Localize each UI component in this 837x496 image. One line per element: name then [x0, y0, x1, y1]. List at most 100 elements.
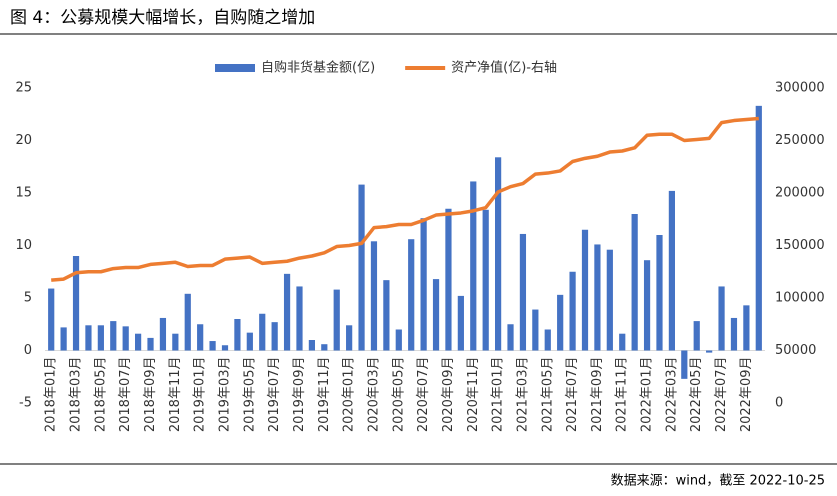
- x-tick-label: 2021年09月: [590, 357, 605, 433]
- y2-tick-label: 250000: [775, 133, 825, 148]
- bar: [333, 289, 340, 351]
- x-tick-label: 2020年01月: [342, 357, 357, 433]
- bar: [271, 322, 278, 351]
- y2-tick-label: 100000: [775, 291, 825, 306]
- x-tick-label: 2019年11月: [317, 357, 332, 433]
- bar: [730, 317, 738, 351]
- bar: [283, 273, 291, 351]
- bar: [594, 244, 601, 351]
- x-tick-label: 2022年03月: [664, 357, 679, 433]
- bar: [221, 345, 229, 351]
- x-tick-label: 2018年01月: [44, 357, 59, 433]
- y-tick-label: 15: [15, 186, 32, 201]
- bar: [643, 260, 651, 351]
- bar: [631, 214, 638, 351]
- x-tick-label: 2020年09月: [441, 356, 456, 432]
- bar: [656, 235, 663, 351]
- x-tick-label: 2020年05月: [391, 357, 406, 433]
- bar: [135, 333, 142, 351]
- x-tick-label: 2020年11月: [466, 357, 481, 433]
- bar: [48, 288, 55, 351]
- bar: [184, 293, 191, 351]
- bar: [457, 295, 464, 351]
- bar: [718, 286, 725, 351]
- bar: [370, 241, 378, 351]
- bar: [681, 350, 688, 379]
- bar: [259, 313, 266, 351]
- x-tick-label: 2018年03月: [69, 357, 84, 433]
- bar: [321, 344, 328, 351]
- legend-label: 自购非货基金额(亿): [261, 60, 375, 76]
- bar: [606, 249, 613, 351]
- bar: [507, 324, 514, 351]
- bar: [395, 329, 402, 351]
- bar: [668, 190, 675, 351]
- y2-tick-label: 150000: [775, 238, 825, 253]
- y-tick-label: 5: [24, 291, 32, 306]
- chart-title: 图 4：公募规模大幅增长，自购随之增加: [10, 8, 315, 28]
- x-tick-label: 2020年07月: [416, 357, 431, 433]
- x-tick-label: 2019年05月: [242, 357, 257, 433]
- line: [51, 116, 759, 282]
- bar: [495, 157, 502, 351]
- bar: [557, 294, 564, 351]
- y-tick-label: 10: [15, 238, 32, 253]
- bar: [532, 309, 539, 351]
- x-tick-label: 2021年11月: [615, 357, 630, 433]
- bar: [110, 321, 117, 351]
- bar: [519, 233, 527, 351]
- bar: [197, 324, 204, 351]
- bar: [172, 333, 179, 351]
- x-tick-label: 2022年05月: [689, 357, 704, 433]
- bar: [72, 256, 80, 351]
- bar: [358, 184, 365, 351]
- bar: [581, 229, 589, 351]
- x-tick-label: 2021年03月: [515, 357, 530, 433]
- x-tick-label: 2019年03月: [218, 357, 233, 433]
- bar: [544, 329, 551, 351]
- bar: [209, 341, 216, 351]
- bar: [470, 181, 477, 351]
- x-tick-label: 2021年01月: [491, 357, 506, 433]
- y2-tick-label: 300000: [775, 81, 825, 96]
- bar: [234, 319, 241, 351]
- x-tick-label: 2019年01月: [193, 357, 208, 433]
- x-tick-label: 2018年09月: [143, 357, 158, 433]
- x-tick-label: 2019年09月: [292, 357, 307, 433]
- bar: [569, 271, 576, 351]
- y2-tick-label: 200000: [775, 186, 825, 201]
- bar: [122, 326, 129, 351]
- x-tick-label: 2021年05月: [540, 357, 555, 433]
- y2-tick-label: 0: [775, 396, 783, 411]
- bar: [619, 333, 626, 351]
- bar: [346, 325, 353, 351]
- y2-tick-label: 50000: [775, 343, 816, 358]
- legend-label: 资产净值(亿)-右轴: [451, 60, 557, 76]
- x-tick-label: 2018年05月: [93, 357, 108, 433]
- bar: [246, 332, 253, 351]
- y-tick-label: 25: [15, 81, 32, 96]
- x-tick-label: 2019年07月: [267, 357, 282, 433]
- bar: [432, 279, 440, 351]
- x-tick-label: 2020年03月: [366, 357, 381, 433]
- bar: [706, 350, 713, 353]
- y-tick-label: 20: [15, 133, 32, 148]
- legend-swatch: [215, 64, 255, 72]
- bar: [755, 105, 762, 351]
- y-tick-label: 0: [24, 343, 32, 358]
- bar: [693, 321, 700, 351]
- x-tick-label: 2022年07月: [714, 357, 729, 433]
- x-tick-label: 2021年07月: [565, 357, 580, 433]
- x-tick-label: 2018年11月: [168, 357, 183, 433]
- x-tick-label: 2018年07月: [118, 357, 133, 433]
- bar: [147, 337, 154, 351]
- bar: [85, 325, 92, 351]
- bar: [60, 327, 67, 351]
- bar: [159, 317, 167, 351]
- bar: [308, 340, 315, 351]
- bar: [482, 209, 489, 351]
- bar: [383, 280, 390, 351]
- x-tick-label: 2022年09月: [739, 357, 754, 433]
- bar: [296, 286, 303, 351]
